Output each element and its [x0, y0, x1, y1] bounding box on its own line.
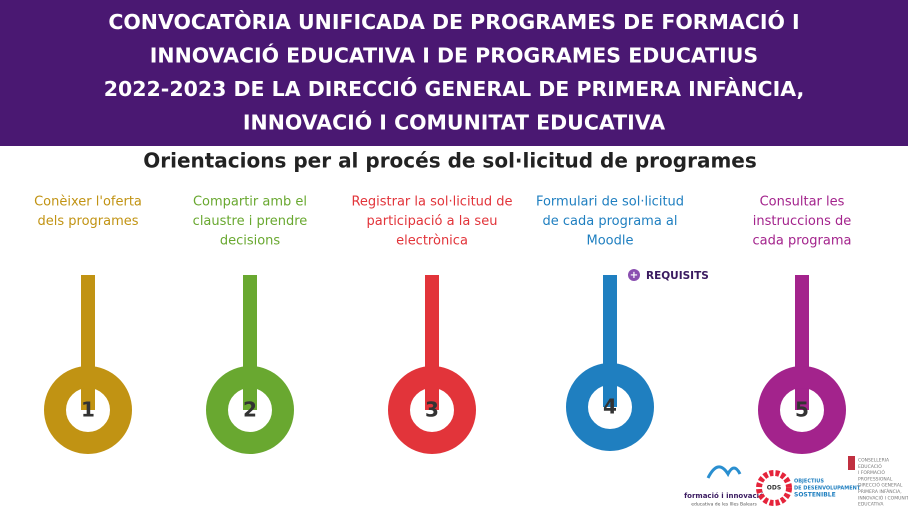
- step-label: de cada programa al: [542, 214, 677, 229]
- logo-text: EDUCATIVA: [858, 502, 884, 508]
- step-label: Consultar les: [760, 195, 845, 210]
- step-stem: [81, 275, 95, 410]
- step-label: Registrar la sol·licitud de: [351, 195, 512, 210]
- title-line: INNOVACIÓ I COMUNITAT EDUCATIVA: [243, 110, 665, 135]
- step-number: 5: [795, 398, 809, 422]
- subtitle: Orientacions per al procés de sol·licitu…: [143, 149, 757, 173]
- logo-shape: [706, 465, 742, 479]
- logo-text: SOSTENIBLE: [794, 492, 836, 499]
- subtitle-box: [132, 146, 772, 176]
- step-label: instruccions de: [753, 214, 852, 229]
- logo-text: INNOVACIÓ I COMUNITAT: [858, 494, 908, 501]
- logo-text: DE DESENVOLUPAMENT: [794, 486, 861, 492]
- logo-text: CONSELLERIA: [858, 458, 890, 464]
- step-number: 2: [243, 398, 257, 422]
- step-ring: [206, 366, 294, 454]
- logo-formacio: formació i innovació educativa de les Il…: [684, 465, 764, 508]
- step-ring: [758, 366, 846, 454]
- logo-text: OBJECTIUS: [794, 479, 824, 485]
- logo-text: EDUCACIÓ: [858, 463, 882, 470]
- step-number: 3: [425, 398, 439, 422]
- logo-text: formació i innovació: [684, 492, 764, 500]
- step-ring: [44, 366, 132, 454]
- step-ring: [388, 366, 476, 454]
- title-line: INNOVACIÓ EDUCATIVA I DE PROGRAMES EDUCA…: [150, 43, 758, 68]
- logo-shape: [848, 456, 855, 470]
- step-stem: [603, 275, 617, 407]
- step-number: 4: [603, 395, 617, 419]
- step-label: decisions: [220, 234, 281, 249]
- step-label: electrònica: [396, 234, 468, 249]
- step-label: Formulari de sol·licitud: [536, 195, 684, 210]
- logo-shape: [756, 470, 792, 506]
- requisits-label[interactable]: REQUISITS: [646, 270, 709, 282]
- step-label: dels programes: [37, 214, 138, 229]
- step-label: cada programa: [753, 234, 852, 249]
- step-number: 1: [81, 398, 95, 422]
- title-line: CONVOCATÒRIA UNIFICADA DE PROGRAMES DE F…: [108, 9, 799, 34]
- logo-ods: ODS: [756, 470, 792, 506]
- logo-text: I FORMACIÓ: [858, 469, 885, 476]
- step-ring: [566, 363, 654, 451]
- step-label: participació a la seu: [367, 214, 498, 229]
- logo-text: educativa de les Illes Balears: [691, 502, 757, 508]
- logo-text: PRIMERA INFÀNCIA,: [858, 488, 902, 495]
- step-stem: [243, 275, 257, 410]
- header-band: [0, 0, 908, 146]
- step-label: Conèixer l'oferta: [34, 195, 142, 210]
- step-stem: [425, 275, 439, 410]
- logo-text: DIRECCIÓ GENERAL: [858, 482, 903, 489]
- step-label: Moodle: [587, 234, 634, 249]
- step-stem: [795, 275, 809, 410]
- title-line: 2022-2023 DE LA DIRECCIÓ GENERAL DE PRIM…: [104, 76, 804, 101]
- logo-text: PROFESSIONAL: [858, 476, 893, 482]
- step-label: Compartir amb el: [193, 195, 307, 210]
- logo-text: ODS: [767, 485, 781, 492]
- step-label: claustre i prendre: [193, 214, 308, 229]
- requisits-icon-text[interactable]: +: [630, 270, 638, 281]
- requisits-icon[interactable]: [628, 269, 640, 281]
